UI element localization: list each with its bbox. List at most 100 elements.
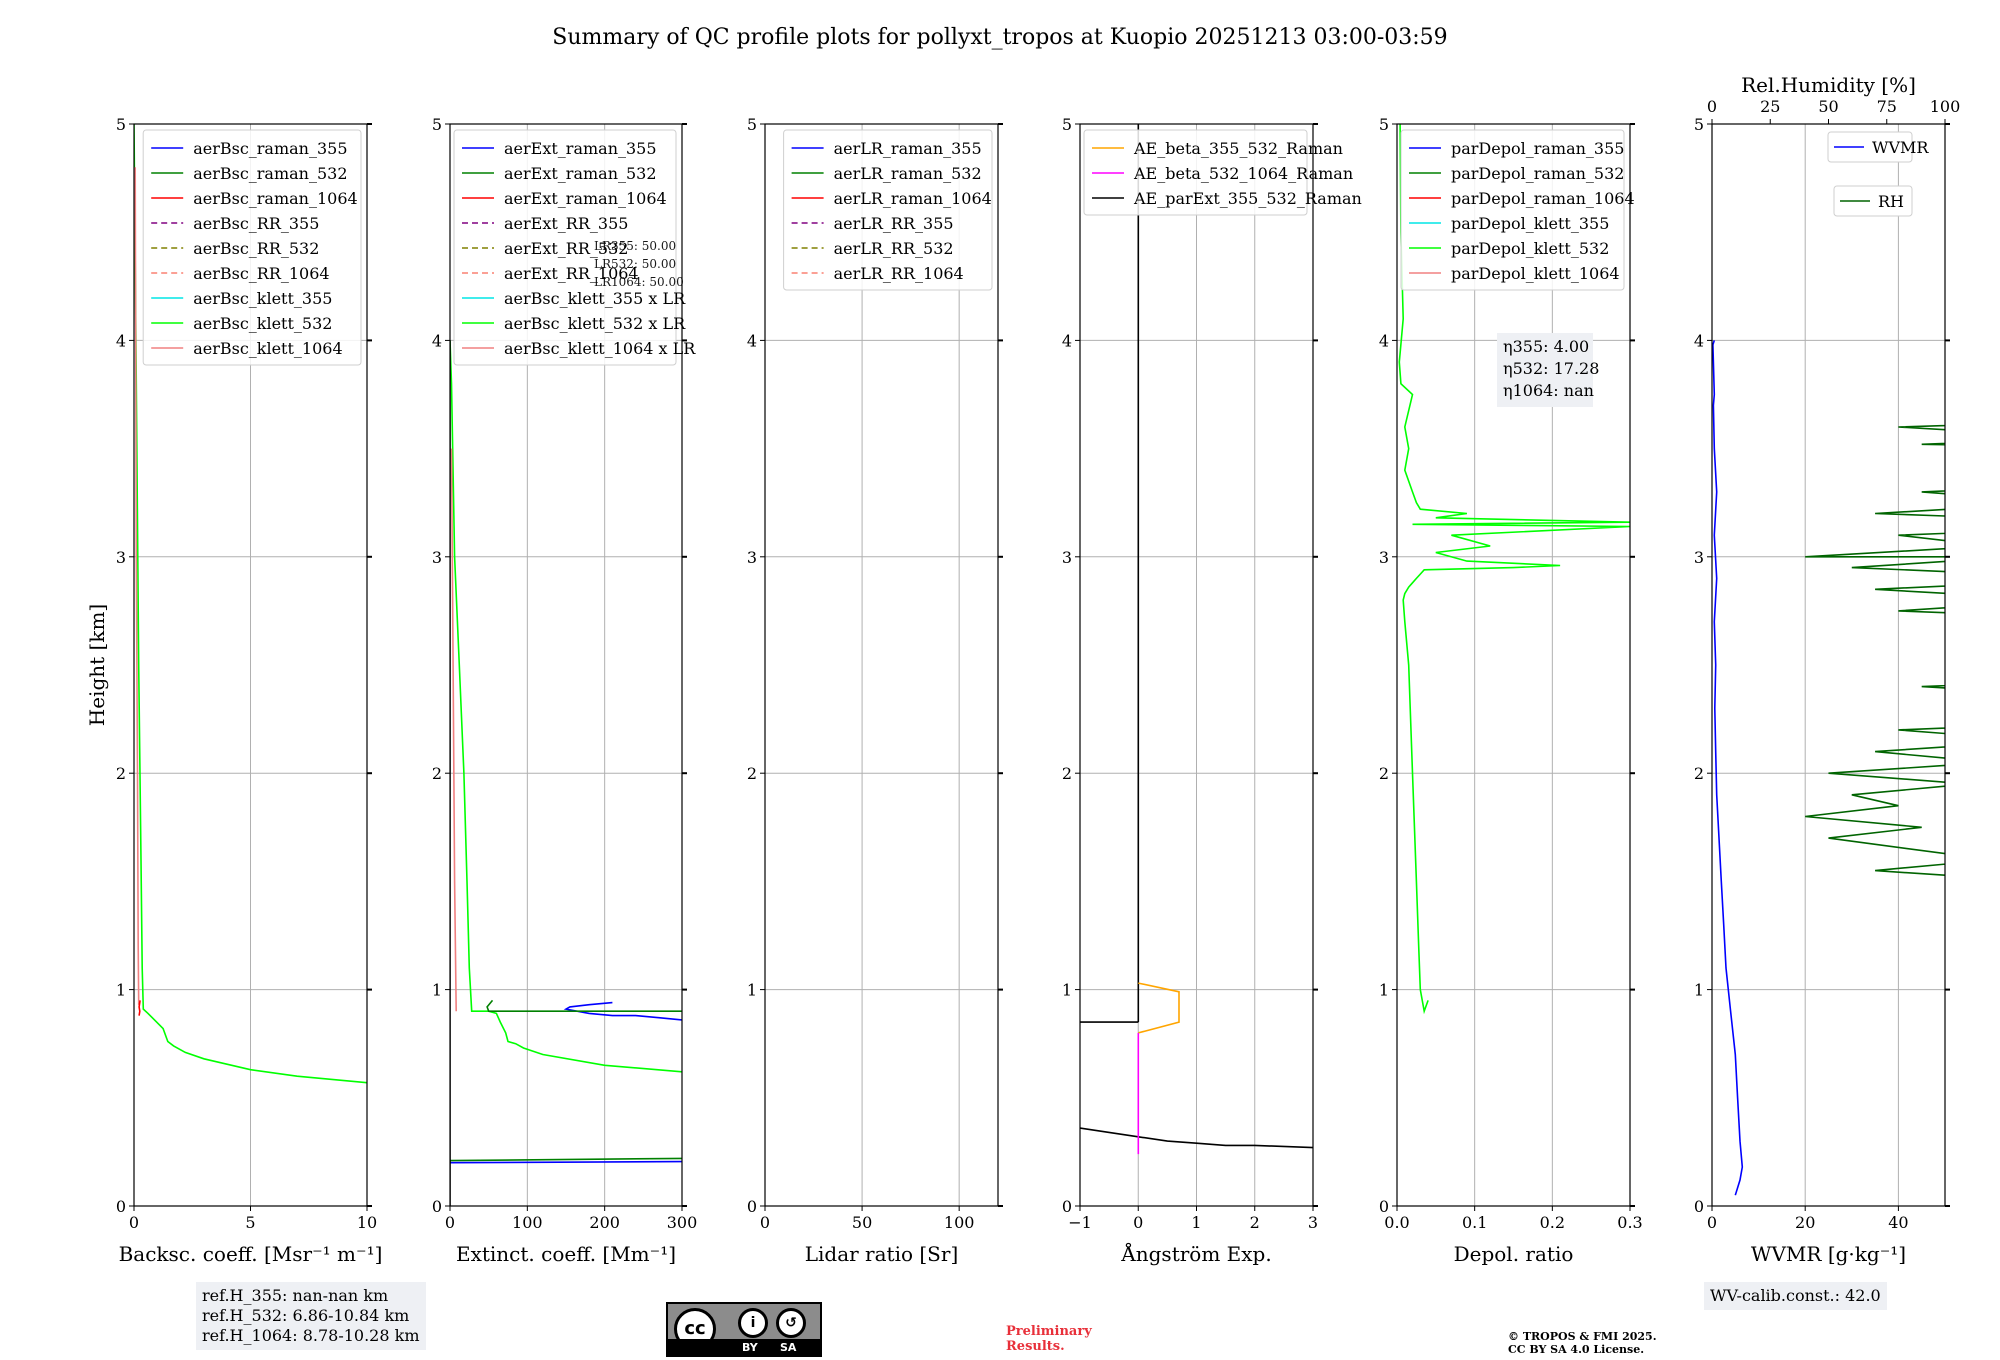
y-tick-label: 3 (432, 548, 442, 567)
x-axis-label: Lidar ratio [Sr] (805, 1242, 959, 1266)
y-tick-label: 5 (1379, 115, 1389, 134)
legend-label: aerExt_RR_355 (504, 214, 628, 233)
y-tick-label: 0 (747, 1197, 757, 1216)
series-line (1138, 982, 1180, 1034)
legend-label: parDepol_raman_1064 (1451, 189, 1635, 208)
annotation-box (1497, 333, 1593, 407)
series-group (1080, 124, 1313, 1155)
license-by-label: BY (742, 1341, 758, 1354)
y-tick-label: 0 (432, 1197, 442, 1216)
x-axis-label: Depol. ratio (1454, 1242, 1574, 1266)
series-line (134, 124, 367, 1084)
x-tick-label: 300 (667, 1213, 698, 1232)
legend: aerExt_raman_355 aerExt_raman_532 aerExt_r… (453, 129, 696, 366)
top-x-tick-label: 75 (1877, 97, 1897, 116)
axes-frame (1396, 123, 1631, 1207)
annotation-line: LR1064: 50.00 (594, 275, 684, 289)
ref-height-355: ref.H_355: nan-nan km (202, 1286, 389, 1305)
y-tick-label: 5 (1062, 115, 1072, 134)
axes-frame (1711, 123, 1946, 1207)
x-axis-label: Backsc. coeff. [Msr⁻¹ m⁻¹] (119, 1242, 383, 1266)
y-tick-label: 5 (747, 115, 757, 134)
legend-label: aerExt_RR_1064 (504, 264, 639, 283)
x-tick-label: 100 (944, 1213, 975, 1232)
x-tick-label: 40 (1888, 1213, 1908, 1232)
top-x-tick-label: 25 (1760, 97, 1780, 116)
x-axis-label: Ångström Exp. (1120, 1241, 1271, 1266)
y-tick-label: 3 (116, 548, 126, 567)
annotation-line: η1064: nan (1503, 381, 1594, 400)
y-tick-label: 4 (1694, 331, 1704, 350)
series-line (1805, 393, 1945, 894)
series-line (1712, 340, 1744, 1196)
legend-label: RH (1878, 192, 1904, 211)
top-x-axis-label: Rel.Humidity [%] (1741, 73, 1916, 97)
top-x-tick-label: 50 (1818, 97, 1838, 116)
y-tick-label: 1 (116, 981, 126, 1000)
legend-label: aerLR_raman_355 (834, 139, 982, 158)
y-tick-label: 1 (432, 981, 442, 1000)
x-tick-label: 1 (1191, 1213, 1201, 1232)
panel-extinction: 0 100 200 300 0 1 2 3 4 5 Extinct. coeff. [Mm⁻¹] ae… (432, 115, 697, 1266)
legend: aerBsc_raman_355 aerBsc_raman_532 aerBsc_r… (142, 129, 362, 366)
y-tick-label: 2 (747, 764, 757, 783)
y-tick-label: 5 (1694, 115, 1704, 134)
x-tick-label: 0.0 (1384, 1213, 1409, 1232)
x-tick-label: −1 (1068, 1213, 1092, 1232)
x-tick-label: 0.1 (1462, 1213, 1487, 1232)
y-tick-label: 3 (1694, 548, 1704, 567)
legend: parDepol_raman_355 parDepol_raman_532 parD… (1400, 129, 1635, 291)
x-tick-label: 200 (589, 1213, 620, 1232)
top-x-tick-label: 0 (1707, 97, 1717, 116)
legend-label: parDepol_klett_532 (1451, 239, 1609, 258)
panel-backscatter: 0 5 10 0 1 2 3 4 5 Backsc. coeff. [Msr⁻¹ m⁻¹] Heig… (85, 115, 382, 1266)
legend-label: aerBsc_klett_532 (193, 314, 332, 333)
legend-label: aerLR_RR_355 (834, 214, 954, 233)
legend-frame (1083, 129, 1308, 216)
series-group (1712, 340, 1945, 1196)
lidar-ratio-annotation: LR355: 50.00 LR532: 50.00 LR1064: 50.00 (594, 239, 684, 289)
axes-frame (764, 123, 999, 1207)
series-line (450, 340, 682, 1073)
series-line (134, 167, 140, 1005)
x-tick-label: 3 (1308, 1213, 1318, 1232)
panel-wvmr: 0 20 40 0 1 2 3 4 5 WVMR [g·kg⁻¹] 0 25 50 75 100 Rel.Hu… (1694, 73, 1961, 1266)
legend-wvmr: WVMR (1827, 131, 1929, 163)
series-line (138, 1000, 141, 1016)
preliminary-results-note: Preliminary Results. (1006, 1324, 1092, 1354)
annotation-line: LR532: 50.00 (594, 257, 676, 271)
x-tick-label: 0 (760, 1213, 770, 1232)
legend-label: aerBsc_klett_1064 (193, 339, 342, 358)
top-x-tick-label: 100 (1930, 97, 1961, 116)
person-icon: i (738, 1308, 768, 1338)
x-axis-label: Extinct. coeff. [Mm⁻¹] (456, 1242, 676, 1266)
y-tick-label: 1 (1062, 981, 1072, 1000)
y-tick-label: 3 (1379, 548, 1389, 567)
legend-label: AE_beta_355_532_Raman (1133, 139, 1343, 158)
copyright-credit: © TROPOS & FMI 2025. CC BY SA 4.0 Licens… (1508, 1330, 1657, 1356)
reference-height-box: ref.H_355: nan-nan km ref.H_532: 6.86-10… (196, 1282, 426, 1350)
y-axis-label: Height [km] (85, 604, 109, 726)
x-tick-label: 100 (512, 1213, 543, 1232)
legend-label: aerExt_raman_532 (504, 164, 657, 183)
legend-label: aerExt_raman_1064 (504, 189, 667, 208)
y-tick-label: 2 (1379, 764, 1389, 783)
legend-frame (1400, 129, 1625, 291)
x-tick-label: 5 (245, 1213, 255, 1232)
series-line (450, 448, 457, 1012)
legend-frame (1827, 131, 1913, 163)
legend-label: aerLR_RR_1064 (834, 264, 964, 283)
legend-frame (783, 129, 993, 291)
legend-frame (453, 129, 677, 366)
y-tick-label: 4 (1379, 331, 1389, 350)
legend-label: aerBsc_raman_355 (193, 139, 347, 158)
series-group (450, 340, 682, 1206)
annotation-line: η355: 4.00 (1503, 337, 1589, 356)
y-tick-label: 4 (116, 331, 126, 350)
legend-label: aerLR_raman_1064 (834, 189, 992, 208)
y-tick-label: 0 (1379, 1197, 1389, 1216)
x-tick-label: 0 (129, 1213, 139, 1232)
x-tick-label: 10 (357, 1213, 377, 1232)
legend-label: aerBsc_RR_532 (193, 239, 319, 258)
